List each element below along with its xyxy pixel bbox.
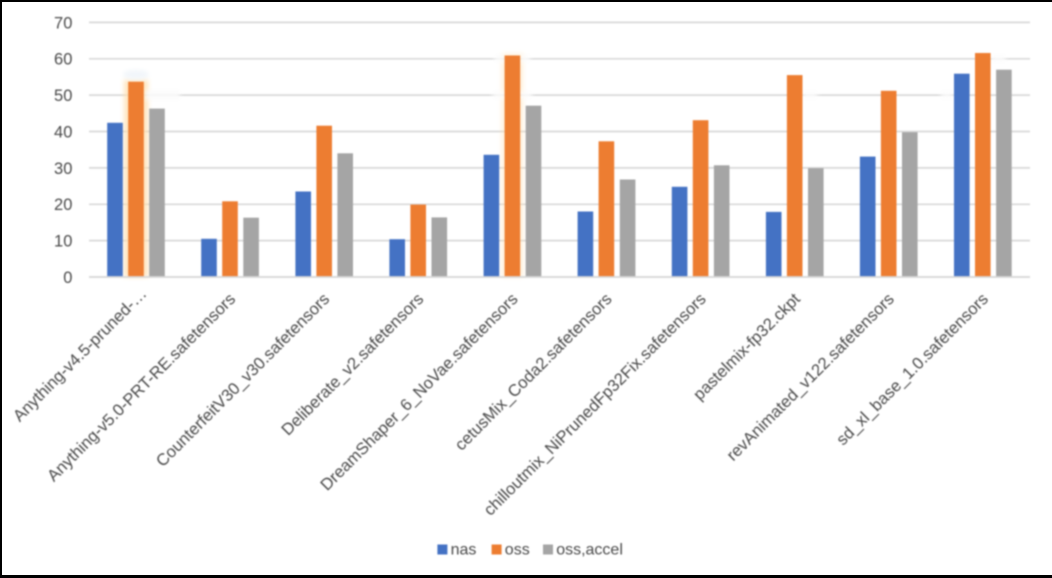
svg-text:50: 50	[54, 87, 72, 105]
svg-text:0: 0	[63, 269, 72, 287]
svg-text:60: 60	[54, 51, 72, 69]
svg-text:10: 10	[54, 233, 72, 251]
svg-text:oss: oss	[505, 542, 530, 559]
svg-text:30: 30	[54, 160, 72, 178]
svg-text:oss,accel: oss,accel	[556, 542, 623, 559]
svg-text:40: 40	[54, 123, 72, 141]
svg-text:nas: nas	[451, 542, 477, 559]
svg-text:70: 70	[54, 14, 72, 32]
svg-text:20: 20	[54, 196, 72, 214]
